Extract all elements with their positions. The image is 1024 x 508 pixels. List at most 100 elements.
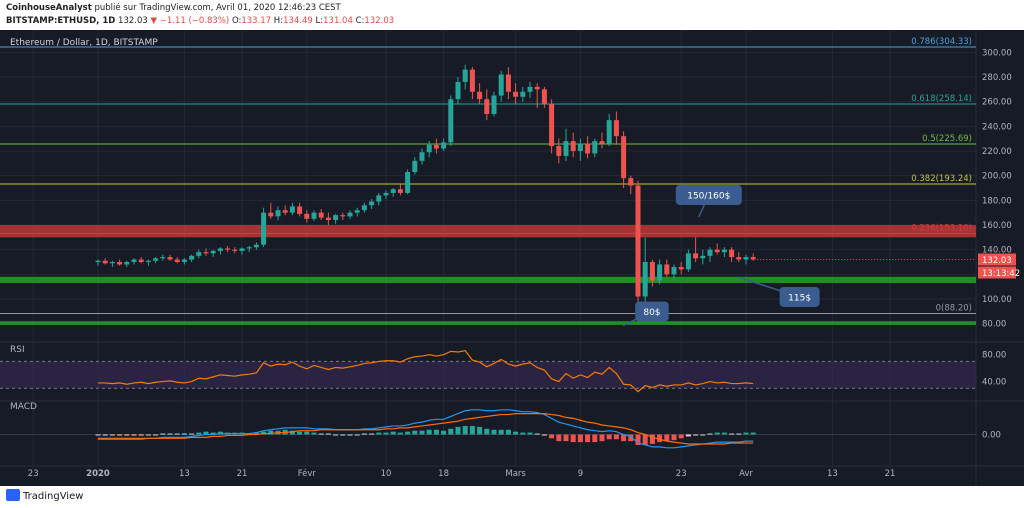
candle-body[interactable] — [441, 142, 447, 149]
candles-layer[interactable] — [95, 64, 756, 314]
candle-body[interactable] — [232, 249, 238, 251]
candle-body[interactable] — [577, 143, 583, 151]
rsi-pane[interactable]: RSI 40.00 80.00 — [0, 345, 1006, 393]
candle-body[interactable] — [340, 215, 346, 217]
time-tick[interactable]: 13 — [179, 469, 190, 479]
candle-body[interactable] — [210, 250, 216, 254]
candle-body[interactable] — [729, 249, 735, 258]
candle-body[interactable] — [311, 212, 317, 219]
candle-body[interactable] — [671, 266, 677, 275]
candle-body[interactable] — [333, 215, 339, 221]
candle-body[interactable] — [606, 120, 612, 144]
candle-body[interactable] — [635, 185, 641, 297]
candle-body[interactable] — [685, 253, 691, 270]
candle-body[interactable] — [657, 264, 663, 281]
candle-body[interactable] — [700, 255, 706, 259]
time-tick[interactable]: 18 — [438, 469, 449, 479]
axis-layer[interactable]: 80.00100.00120.00140.00160.00180.00200.0… — [757, 48, 1020, 330]
candle-body[interactable] — [714, 249, 720, 253]
candle-body[interactable] — [412, 160, 418, 172]
price-tick[interactable]: 280.00 — [982, 73, 1012, 83]
time-axis[interactable]: 23 2020 13 21 Févr 10 18 Mars 9 23 Avr 13 21 — [28, 468, 896, 479]
time-tick[interactable]: 21 — [885, 469, 896, 479]
candle-body[interactable] — [325, 217, 331, 221]
candle-body[interactable] — [102, 260, 108, 264]
price-tick[interactable]: 200.00 — [982, 172, 1012, 182]
price-tick[interactable]: 100.00 — [982, 295, 1012, 305]
candle-body[interactable] — [196, 252, 202, 256]
candle-body[interactable] — [750, 257, 756, 260]
price-tick[interactable]: 140.00 — [982, 246, 1012, 256]
price-tick[interactable]: 220.00 — [982, 147, 1012, 157]
candle-body[interactable] — [419, 152, 425, 161]
candle-body[interactable] — [318, 212, 324, 218]
candle-body[interactable] — [721, 249, 727, 253]
candle-body[interactable] — [743, 257, 749, 260]
candle-body[interactable] — [282, 210, 288, 213]
candle-body[interactable] — [649, 262, 655, 281]
candle-body[interactable] — [534, 86, 540, 90]
candle-body[interactable] — [275, 210, 281, 217]
price-tick[interactable]: 180.00 — [982, 196, 1012, 206]
candle-body[interactable] — [297, 206, 303, 214]
candle-body[interactable] — [433, 144, 439, 149]
candle-body[interactable] — [131, 259, 137, 262]
candle-body[interactable] — [664, 264, 670, 275]
candle-body[interactable] — [117, 262, 123, 265]
candle-body[interactable] — [563, 141, 569, 156]
candle-body[interactable] — [369, 201, 375, 206]
candle-body[interactable] — [549, 104, 555, 147]
candle-body[interactable] — [505, 74, 511, 92]
signal-line[interactable] — [98, 413, 754, 445]
candle-body[interactable] — [592, 141, 598, 154]
price-tick[interactable]: 160.00 — [982, 221, 1012, 231]
candle-body[interactable] — [361, 205, 367, 211]
candle-body[interactable] — [484, 99, 490, 114]
candle-body[interactable] — [268, 212, 274, 217]
candle-body[interactable] — [462, 69, 468, 82]
candle-body[interactable] — [599, 141, 605, 144]
candle-body[interactable] — [628, 178, 634, 186]
candle-body[interactable] — [642, 262, 648, 297]
candle-body[interactable] — [556, 146, 562, 156]
candle-body[interactable] — [383, 192, 389, 196]
candle-body[interactable] — [145, 260, 151, 262]
candle-body[interactable] — [189, 255, 195, 260]
candle-body[interactable] — [520, 91, 526, 97]
candle-body[interactable] — [181, 259, 187, 262]
candle-body[interactable] — [153, 258, 159, 261]
candle-body[interactable] — [239, 248, 245, 251]
candle-body[interactable] — [585, 143, 591, 154]
candle-body[interactable] — [203, 252, 209, 254]
candle-body[interactable] — [455, 81, 461, 100]
candle-body[interactable] — [491, 95, 497, 115]
candle-body[interactable] — [513, 91, 519, 97]
chart-canvas[interactable]: 0.786(304.33) 0.618(258.14) 0.5(225.69) 0.3… — [0, 30, 1024, 486]
candle-body[interactable] — [678, 266, 684, 270]
candle-body[interactable] — [289, 206, 295, 213]
time-tick[interactable]: Avr — [739, 469, 753, 479]
candle-body[interactable] — [448, 99, 454, 143]
candle-body[interactable] — [347, 212, 353, 217]
time-tick[interactable]: Mars — [505, 469, 526, 479]
candle-body[interactable] — [246, 247, 252, 249]
candle-body[interactable] — [304, 213, 310, 219]
candle-body[interactable] — [570, 141, 576, 151]
time-tick[interactable]: 21 — [237, 469, 248, 479]
candle-body[interactable] — [225, 248, 231, 250]
candle-body[interactable] — [707, 249, 713, 256]
candle-body[interactable] — [217, 248, 223, 251]
price-tick[interactable]: 240.00 — [982, 122, 1012, 132]
candle-body[interactable] — [390, 189, 396, 193]
candle-body[interactable] — [138, 259, 144, 262]
candle-body[interactable] — [109, 262, 115, 264]
time-tick[interactable]: 23 — [676, 469, 687, 479]
candle-body[interactable] — [167, 257, 173, 260]
candle-body[interactable] — [160, 257, 166, 259]
macd-line[interactable] — [98, 409, 754, 449]
candle-body[interactable] — [613, 120, 619, 137]
candle-body[interactable] — [95, 260, 101, 262]
price-tick[interactable]: 300.00 — [982, 48, 1012, 58]
tradingview-logo[interactable]: TradingView — [6, 489, 83, 502]
candle-body[interactable] — [693, 253, 699, 259]
